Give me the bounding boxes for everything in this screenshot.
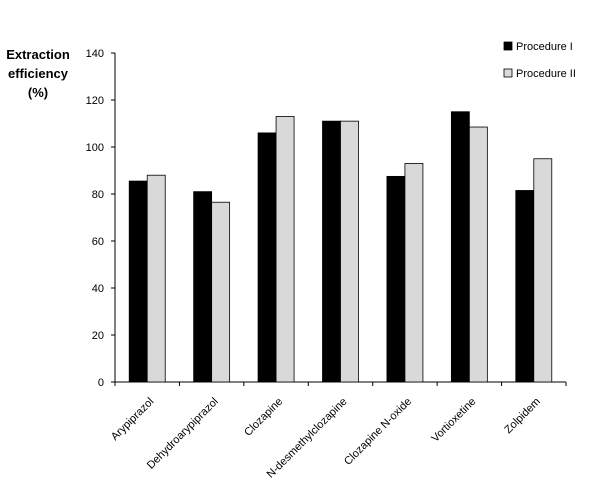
bars bbox=[128, 111, 553, 383]
y-tick-labels: 0 20 40 60 80 100 120 140 bbox=[86, 48, 104, 389]
legend-label: Procedure II bbox=[516, 68, 576, 80]
bar-procedure-i bbox=[257, 132, 277, 383]
bar-procedure-ii bbox=[211, 201, 231, 383]
y-tick-label: 120 bbox=[86, 95, 104, 107]
bar-procedure-ii bbox=[275, 116, 295, 383]
category-label: Vortioxetine bbox=[429, 396, 478, 445]
y-tick-label: 20 bbox=[92, 330, 104, 342]
category-label: Clozapine bbox=[242, 396, 285, 439]
legend-label: Procedure I bbox=[516, 41, 573, 53]
y-tick-label: 100 bbox=[86, 142, 104, 154]
category-label: Clozapine N-oxide bbox=[342, 396, 414, 468]
bar-procedure-i bbox=[322, 120, 341, 383]
y-tick-label: 40 bbox=[92, 283, 104, 295]
bar-procedure-ii bbox=[404, 163, 424, 383]
y-tick-label: 0 bbox=[98, 377, 104, 389]
category-label: Zolpidem bbox=[502, 396, 542, 436]
bar-procedure-i bbox=[386, 175, 406, 383]
category-label: Dehydroarypiprazol bbox=[145, 396, 221, 472]
bar-procedure-i bbox=[193, 191, 213, 383]
y-axis-label-line-2: efficiency bbox=[8, 66, 69, 81]
bar-procedure-i bbox=[128, 180, 148, 383]
legend-swatch bbox=[503, 41, 513, 51]
bar-procedure-i bbox=[515, 190, 535, 383]
y-tick-label: 140 bbox=[86, 48, 104, 60]
bar-procedure-ii bbox=[468, 126, 488, 383]
legend-swatch bbox=[503, 68, 513, 78]
y-axis-label-line-1: Extraction bbox=[6, 47, 70, 62]
bar-procedure-i bbox=[450, 111, 470, 383]
y-tick-label: 80 bbox=[92, 189, 104, 201]
axes bbox=[111, 52, 567, 386]
y-axis-label: Extraction efficiency (%) bbox=[6, 47, 70, 100]
category-label: Arypiprazol bbox=[109, 396, 156, 443]
y-axis-label-line-3: (%) bbox=[28, 85, 48, 100]
legend: Procedure I Procedure II bbox=[503, 41, 576, 80]
y-tick-label: 60 bbox=[92, 236, 104, 248]
bar-procedure-ii bbox=[340, 120, 359, 383]
bar-procedure-ii bbox=[533, 158, 553, 383]
bar-procedure-ii bbox=[146, 174, 166, 383]
